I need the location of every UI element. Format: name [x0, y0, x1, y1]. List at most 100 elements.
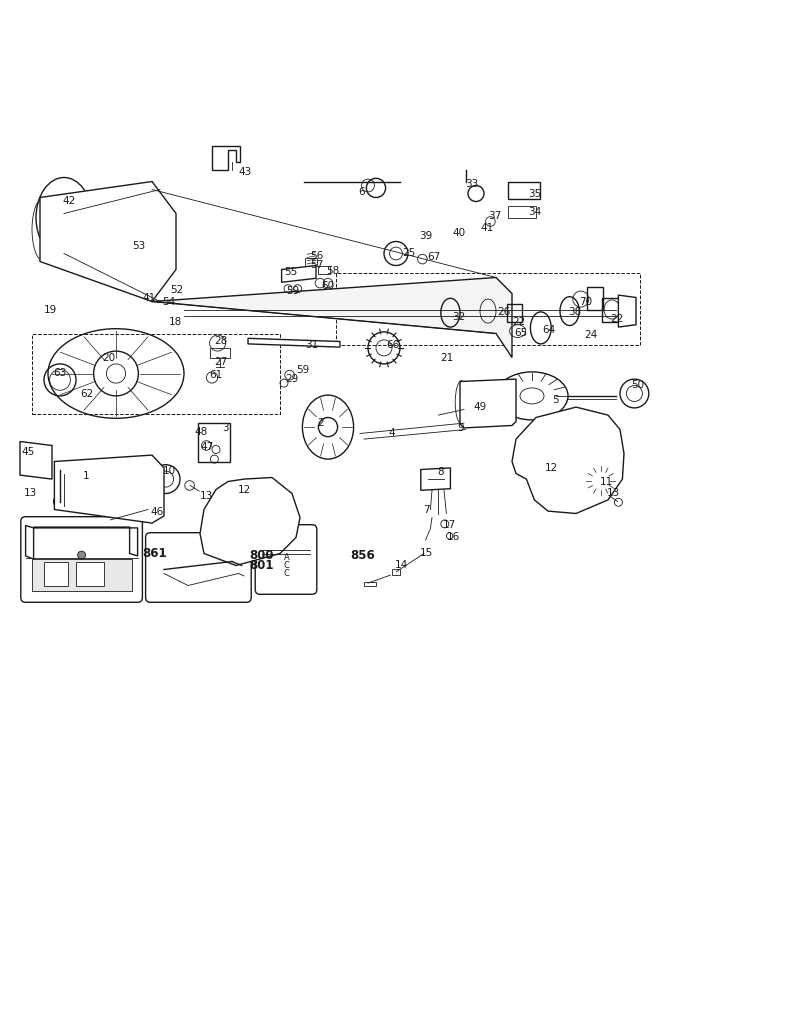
- Text: 70: 70: [579, 296, 592, 306]
- Polygon shape: [421, 468, 450, 491]
- Polygon shape: [282, 266, 316, 283]
- Polygon shape: [200, 477, 300, 565]
- Text: 55: 55: [284, 267, 298, 277]
- Text: 2: 2: [318, 418, 324, 428]
- Text: 25: 25: [402, 247, 416, 258]
- Polygon shape: [32, 559, 132, 591]
- Circle shape: [78, 551, 86, 559]
- Text: 8: 8: [437, 467, 443, 477]
- Polygon shape: [618, 295, 636, 327]
- Text: 20: 20: [102, 353, 115, 363]
- Text: 31: 31: [306, 339, 319, 350]
- Polygon shape: [20, 442, 52, 479]
- Bar: [392, 568, 400, 575]
- Text: 63: 63: [54, 367, 67, 378]
- Text: 35: 35: [528, 188, 542, 199]
- Text: 48: 48: [194, 426, 208, 437]
- Text: 59: 59: [286, 286, 300, 296]
- Text: 3: 3: [222, 423, 229, 433]
- Text: A: A: [283, 553, 290, 562]
- Text: 33: 33: [466, 179, 479, 189]
- Text: 13: 13: [200, 491, 214, 501]
- Text: 10: 10: [162, 466, 175, 476]
- Text: 32: 32: [452, 312, 466, 322]
- Text: 46: 46: [150, 507, 164, 516]
- Text: 17: 17: [442, 520, 456, 530]
- Bar: [508, 206, 536, 218]
- Polygon shape: [54, 455, 164, 523]
- Polygon shape: [460, 379, 516, 427]
- Text: 59: 59: [296, 365, 310, 376]
- Text: 28: 28: [214, 335, 228, 346]
- Bar: [508, 181, 540, 199]
- Text: 53: 53: [132, 241, 146, 252]
- Text: 37: 37: [488, 211, 502, 220]
- Text: 24: 24: [584, 330, 598, 341]
- Text: 1: 1: [82, 471, 89, 481]
- Text: 61: 61: [209, 371, 222, 380]
- Text: 27: 27: [214, 357, 228, 367]
- Text: 50: 50: [631, 381, 644, 390]
- Text: 12: 12: [238, 485, 251, 496]
- Text: 856: 856: [350, 549, 375, 562]
- Text: 19: 19: [44, 304, 58, 315]
- Text: 26: 26: [497, 307, 510, 317]
- Text: 62: 62: [80, 389, 94, 400]
- Text: 47: 47: [200, 442, 214, 452]
- Text: 9: 9: [458, 423, 464, 433]
- Text: 15: 15: [420, 548, 434, 558]
- Polygon shape: [76, 562, 104, 586]
- Text: 42: 42: [62, 196, 76, 206]
- Bar: [507, 304, 522, 322]
- Text: 34: 34: [528, 207, 542, 217]
- Text: 11: 11: [600, 477, 614, 487]
- Text: C: C: [283, 561, 290, 570]
- Text: 40: 40: [453, 228, 466, 238]
- Bar: [305, 259, 317, 266]
- Text: 64: 64: [542, 325, 556, 334]
- Text: 57: 57: [310, 260, 324, 270]
- Bar: [198, 423, 230, 462]
- Bar: [587, 287, 603, 309]
- Text: 45: 45: [22, 447, 35, 456]
- Text: 12: 12: [545, 463, 558, 473]
- Text: 56: 56: [310, 250, 324, 261]
- Text: 18: 18: [169, 317, 182, 326]
- Bar: [364, 582, 376, 586]
- Text: 29: 29: [286, 374, 299, 384]
- Text: 41: 41: [480, 223, 494, 233]
- Polygon shape: [152, 181, 512, 357]
- Bar: [318, 266, 330, 273]
- Text: 43: 43: [238, 167, 252, 177]
- Bar: [602, 297, 622, 322]
- Text: 16: 16: [447, 532, 461, 541]
- Text: 52: 52: [170, 285, 184, 295]
- Text: 801: 801: [250, 559, 274, 572]
- Text: 66: 66: [386, 339, 400, 350]
- Text: 5: 5: [552, 395, 558, 405]
- Bar: [210, 348, 230, 357]
- Text: 67: 67: [427, 252, 441, 262]
- Text: C: C: [283, 569, 290, 578]
- Text: 21: 21: [440, 353, 454, 362]
- Text: 60: 60: [322, 280, 334, 291]
- Text: 13: 13: [24, 487, 38, 498]
- Text: 38: 38: [568, 307, 582, 317]
- Text: 41: 41: [142, 293, 156, 302]
- Text: 22: 22: [512, 317, 526, 326]
- Text: 6: 6: [358, 187, 365, 197]
- Polygon shape: [512, 407, 624, 513]
- Text: 54: 54: [162, 296, 176, 306]
- Text: 800: 800: [250, 549, 274, 562]
- Text: 39: 39: [419, 231, 433, 241]
- Polygon shape: [26, 526, 138, 559]
- Text: 14: 14: [394, 561, 408, 570]
- Polygon shape: [40, 181, 176, 301]
- Text: 13: 13: [607, 487, 621, 498]
- Text: 861: 861: [142, 548, 167, 560]
- Text: 7: 7: [423, 505, 430, 515]
- Polygon shape: [44, 562, 68, 586]
- Text: 49: 49: [474, 403, 487, 412]
- Polygon shape: [248, 338, 340, 347]
- Text: 4: 4: [388, 427, 394, 438]
